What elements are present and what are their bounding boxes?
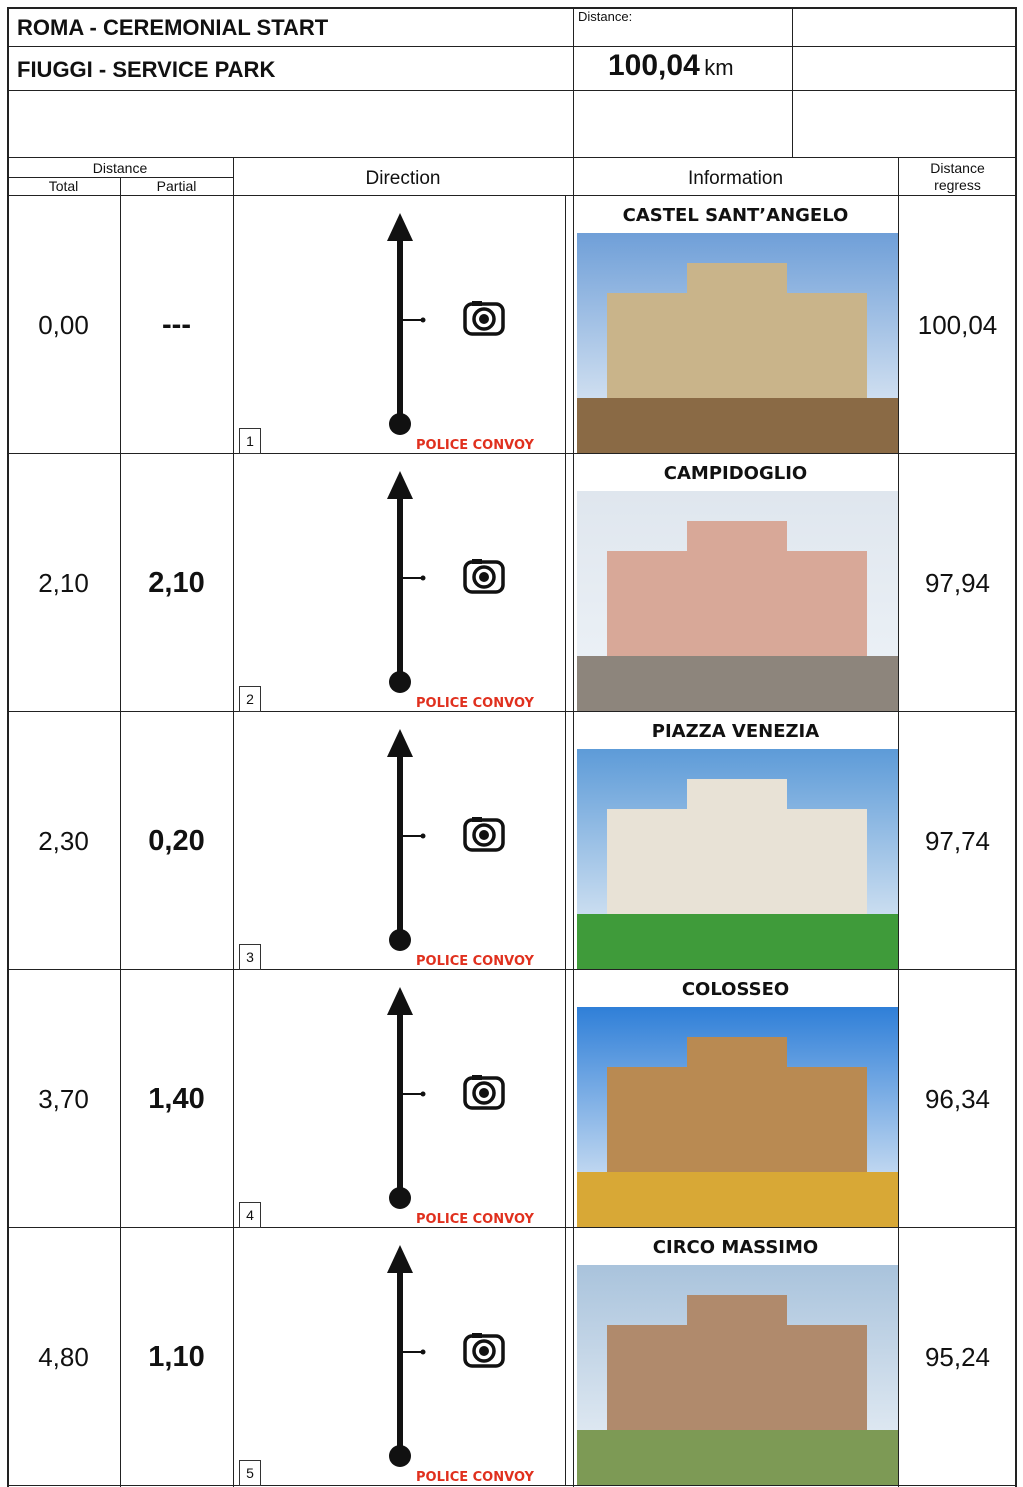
waypoint-number: 3 <box>239 944 261 970</box>
place-name: CAMPIDOGLIO <box>663 463 808 484</box>
partial: 2,10 <box>148 567 205 599</box>
distance-unit: km <box>704 55 734 80</box>
partial: 1,10 <box>148 1341 205 1373</box>
direction-diagram <box>387 987 505 1209</box>
col-direction: Direction <box>365 168 441 189</box>
place-name: CIRCO MASSIMO <box>652 1237 819 1258</box>
note: POLICE CONVOY <box>416 1212 534 1227</box>
total: 2,10 <box>38 568 89 598</box>
col-partial: Partial <box>156 178 197 194</box>
regress: 96,34 <box>924 1084 991 1114</box>
place-name: PIAZZA VENEZIA <box>651 721 820 742</box>
regress: 97,94 <box>924 568 991 598</box>
title: ROMA - CEREMONIAL START <box>17 15 329 40</box>
col-total: Total <box>48 178 79 194</box>
direction-diagram <box>387 213 505 435</box>
waypoint-number: 1 <box>239 428 261 454</box>
note: POLICE CONVOY <box>416 954 534 969</box>
inner-line <box>565 969 566 1227</box>
total: 0,00 <box>38 310 89 340</box>
col-regress: Distance <box>930 160 985 176</box>
total: 4,80 <box>38 1342 89 1372</box>
partial: --- <box>162 309 191 341</box>
row-line <box>7 453 1017 454</box>
direction-diagram <box>387 471 505 693</box>
col-regress: regress <box>934 177 981 193</box>
waypoint-number: 2 <box>239 686 261 712</box>
row-line <box>7 711 1017 712</box>
distance-value: 100,04 <box>608 49 700 82</box>
total: 2,30 <box>38 826 89 856</box>
frame <box>7 7 1017 1487</box>
partial: 0,20 <box>148 825 205 857</box>
place-name: COLOSSEO <box>681 979 790 1000</box>
photo <box>577 1265 898 1485</box>
inner-line <box>565 1227 566 1485</box>
row-line <box>7 969 1017 970</box>
regress: 97,74 <box>924 826 991 856</box>
photo <box>577 1007 898 1227</box>
row-line <box>7 1227 1017 1228</box>
direction-diagram <box>387 1245 505 1467</box>
place-name: CASTEL SANT’ANGELO <box>622 205 849 226</box>
photo <box>577 491 898 711</box>
photo <box>577 233 898 453</box>
col-information: Information <box>687 168 784 189</box>
distance: 100,04 km <box>608 49 734 83</box>
distance-label: Distance: <box>578 9 633 24</box>
inner-line <box>565 195 566 453</box>
regress: 100,04 <box>917 310 998 340</box>
inner-line <box>565 711 566 969</box>
waypoint-number: 4 <box>239 1202 261 1228</box>
inner-line <box>565 453 566 711</box>
subtitle: FIUGGI - SERVICE PARK <box>17 57 276 82</box>
direction-diagram <box>387 729 505 951</box>
note: POLICE CONVOY <box>416 438 534 453</box>
regress: 95,24 <box>924 1342 991 1372</box>
partial: 1,40 <box>148 1083 205 1115</box>
photo <box>577 749 898 969</box>
row-line <box>7 1485 1017 1486</box>
col-distance: Distance <box>92 160 148 176</box>
total: 3,70 <box>38 1084 89 1114</box>
note: POLICE CONVOY <box>416 696 534 711</box>
